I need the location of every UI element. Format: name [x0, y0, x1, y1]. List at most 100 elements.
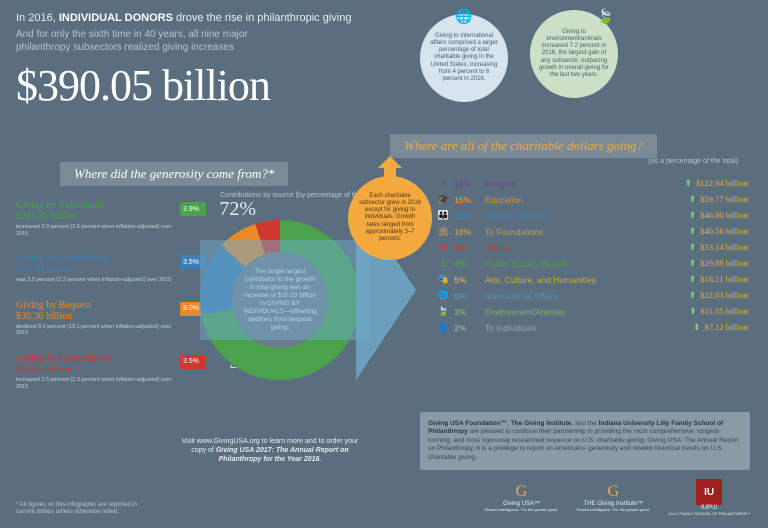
category-name: To Individuals — [485, 323, 537, 333]
category-pct: 8% — [454, 243, 480, 253]
footnote: * All figures on this infographic are re… — [16, 502, 146, 516]
logo-givingusa: GGiving USA™Shared intelligence. For the… — [485, 483, 559, 512]
headline-2: And for only the sixth time in 40 years,… — [16, 28, 296, 54]
source-amount: $30.36 billion — [16, 311, 176, 322]
category-name: Religion — [485, 179, 516, 189]
up-arrow-icon: ⬆ — [689, 306, 697, 316]
category-name: International Affairs — [485, 291, 558, 301]
category-amount: $29.89 billion — [700, 258, 748, 268]
source-note: declined 9.0 percent (10.1 percent when … — [16, 324, 176, 337]
category-amount: $46.80 billion — [700, 210, 748, 220]
source-name: Giving by Foundations — [16, 253, 176, 264]
header: In 2016, INDIVIDUAL DONORS drove the ris… — [0, 0, 768, 117]
category-name: Health — [485, 243, 510, 253]
band-destinations: Where are all of the charitable dollars … — [390, 134, 657, 158]
category-amount: $59.77 billion — [700, 194, 748, 204]
infographic: In 2016, INDIVIDUAL DONORS drove the ris… — [0, 0, 768, 528]
category-row: $ 8% Public-Society Benefit ⬆$29.89 bill… — [438, 258, 748, 269]
category-row: 👪 12% Human Services ⬆$46.80 billion — [438, 210, 748, 221]
category-name: To Foundations — [485, 227, 543, 237]
source-amount: $59.28 billion — [16, 264, 176, 275]
headline-1: In 2016, INDIVIDUAL DONORS drove the ris… — [16, 12, 752, 24]
globe-icon: 🌐 — [455, 8, 472, 25]
category-row: 🍃 3% Environment/Animals ⬆ $11.05 billion — [438, 306, 748, 317]
total-amount: $390.05 billion — [16, 60, 752, 111]
category-icon: 🍃 — [438, 306, 449, 317]
category-icon: 🌐 — [438, 290, 449, 301]
category-name: Environment/Animals — [485, 307, 565, 317]
up-arrow-icon: ⬆ — [689, 274, 697, 284]
up-arrow-icon: ⬆ — [689, 194, 697, 204]
category-pct: 8% — [454, 259, 480, 269]
category-icon: ✝ — [438, 178, 449, 189]
source-name: Giving by Corporations — [16, 353, 176, 364]
category-amount: $18.21 billion — [700, 274, 748, 284]
source-item: Giving by Corporations $18.55 billion in… — [16, 353, 176, 390]
band-destinations-sub: (as a percentage of the total) — [649, 158, 739, 165]
category-pct: 10% — [454, 227, 480, 237]
category-amount: $122.94 billion — [696, 178, 748, 188]
category-row: 🌐 6% International Affairs ⬆$22.03 billi… — [438, 290, 748, 301]
category-amount: $40.56 billion — [700, 226, 748, 236]
band-sources: Where did the generosity come from?* — [60, 162, 288, 186]
badge-international-text: Giving to international affairs comprise… — [428, 33, 500, 83]
logos: GGiving USA™Shared intelligence. For the… — [485, 479, 750, 516]
arrow-body — [200, 240, 370, 340]
source-amount: $281.86 billion — [16, 211, 176, 222]
category-amount: $7.12 billion — [705, 322, 748, 332]
badge-international: 🌐 Giving to international affairs compri… — [420, 14, 508, 102]
category-icon: ✚ — [438, 242, 449, 253]
source-amount: $18.55 billion — [16, 364, 176, 375]
up-arrow-icon: ⬆ — [689, 258, 697, 268]
up-arrow-icon: ⬆ — [689, 226, 697, 236]
category-pct: 12% — [454, 211, 480, 221]
source-item: Giving by Foundations $59.28 billion was… — [16, 253, 176, 284]
source-change: 3.9% — [180, 202, 206, 216]
logo-iupui: IUIUPUILILLY FAMILY SCHOOL OF PHILANTHRO… — [668, 479, 750, 516]
category-icon: 🎭 — [438, 274, 449, 285]
source-item: Giving by Individuals $281.86 billion in… — [16, 200, 176, 237]
category-pct: 6% — [454, 291, 480, 301]
footer-box: Giving USA Foundation™, The Giving Insti… — [420, 412, 750, 470]
category-row: 🎓 15% Education ⬆$59.77 billion — [438, 194, 748, 205]
category-pct: 15% — [454, 195, 480, 205]
category-icon: 👤 — [438, 322, 449, 333]
category-pct: 32% — [454, 179, 480, 189]
category-row: 🏛 10% To Foundations ⬆$40.56 billion — [438, 226, 748, 237]
source-note: increased 3.5 percent (2.3 percent when … — [16, 377, 176, 390]
up-arrow-icon: ⬆ — [685, 178, 693, 188]
badge-environment-text: Giving to environment/animals increased … — [538, 29, 610, 79]
category-icon: 🏛 — [438, 226, 449, 237]
logo-giving-institute: GTHE Giving Institute™Shared intelligenc… — [576, 483, 650, 512]
category-row: 🎭 5% Arts, Culture, and Humanities ⬆$18.… — [438, 274, 748, 285]
sources-list: Giving by Individuals $281.86 billion in… — [16, 200, 176, 406]
visit-text: Visit www.GivingUSA.org to learn more an… — [180, 437, 360, 464]
category-row: ✚ 8% Health ⬆$33.14 billion — [438, 242, 748, 253]
category-icon: 🎓 — [438, 194, 449, 205]
category-icon: 👪 — [438, 210, 449, 221]
up-arrow-icon: ⬆ — [689, 290, 697, 300]
category-name: Human Services — [485, 211, 547, 221]
category-name: Arts, Culture, and Humanities — [485, 275, 596, 285]
badge-environment: 🍃 Giving to environment/animals increase… — [530, 10, 618, 98]
categories-list: ✝ 32% Religion ⬆$122.94 billion🎓 15% Edu… — [438, 178, 748, 338]
source-note: increased 3.9 percent (2.6 percent when … — [16, 224, 176, 237]
category-pct: 5% — [454, 275, 480, 285]
up-arrow-icon: ⬆ — [689, 210, 697, 220]
source-name: Giving by Individuals — [16, 200, 176, 211]
leaf-icon: 🍃 — [597, 8, 614, 25]
category-amount: $11.05 billion — [701, 306, 748, 316]
source-pct: 72% — [219, 198, 256, 221]
category-name: Public-Society Benefit — [485, 259, 568, 269]
category-pct: 3% — [454, 307, 480, 317]
source-name: Giving by Bequest — [16, 300, 176, 311]
category-amount: $33.14 billion — [700, 242, 748, 252]
category-row: 👤 2% To Individuals ⬆$7.12 billion — [438, 322, 748, 333]
burst-callout: Each charitable subsector grew in 2016 e… — [348, 176, 432, 260]
category-row: ✝ 32% Religion ⬆$122.94 billion — [438, 178, 748, 189]
category-amount: $22.03 billion — [700, 290, 748, 300]
category-icon: $ — [438, 258, 449, 269]
source-item: Giving by Bequest $30.36 billion decline… — [16, 300, 176, 337]
source-note: was 3.5 percent (2.2 percent when inflat… — [16, 277, 176, 284]
category-name: Education — [485, 195, 523, 205]
